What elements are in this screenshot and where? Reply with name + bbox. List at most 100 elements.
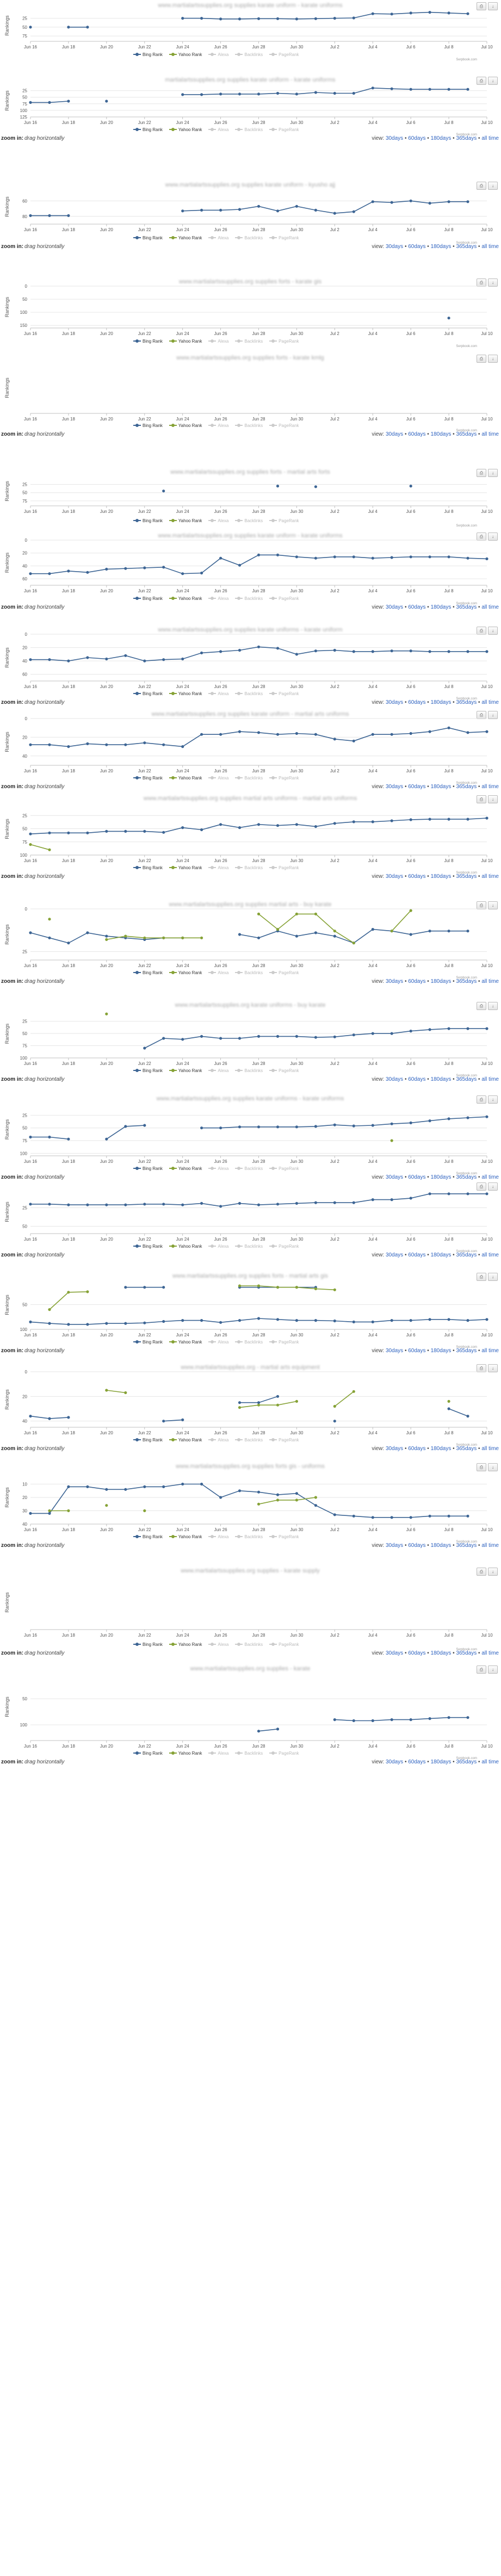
- view-range-link[interactable]: 365days: [456, 1076, 477, 1082]
- data-point[interactable]: [200, 733, 203, 736]
- data-point[interactable]: [48, 1512, 51, 1515]
- data-point[interactable]: [428, 930, 431, 933]
- data-point[interactable]: [314, 91, 318, 94]
- download-icon[interactable]: ↓: [488, 711, 498, 719]
- data-point[interactable]: [29, 1320, 32, 1323]
- view-range-link[interactable]: 180days: [430, 1076, 451, 1082]
- data-point[interactable]: [314, 733, 318, 736]
- data-point[interactable]: [238, 1125, 242, 1129]
- data-point[interactable]: [219, 556, 222, 560]
- data-point[interactable]: [390, 733, 393, 736]
- data-point[interactable]: [276, 553, 280, 556]
- data-point[interactable]: [295, 555, 299, 559]
- data-point[interactable]: [371, 820, 374, 823]
- download-icon[interactable]: ↓: [488, 1665, 498, 1674]
- data-point[interactable]: [466, 1514, 469, 1518]
- data-point[interactable]: [257, 1490, 261, 1494]
- data-point[interactable]: [257, 645, 261, 648]
- view-range-link[interactable]: 30days: [385, 699, 404, 705]
- data-point[interactable]: [295, 653, 299, 656]
- data-point[interactable]: [276, 1498, 280, 1502]
- view-range-link[interactable]: 60days: [408, 1348, 426, 1354]
- data-point[interactable]: [257, 731, 261, 734]
- legend-item[interactable]: PageRank: [269, 52, 299, 57]
- data-point[interactable]: [219, 17, 222, 21]
- data-point[interactable]: [200, 1126, 203, 1130]
- data-point[interactable]: [390, 649, 393, 653]
- legend-item[interactable]: Backlinks: [235, 1244, 263, 1249]
- data-point[interactable]: [409, 88, 412, 91]
- data-point[interactable]: [67, 26, 70, 29]
- view-range-link[interactable]: 60days: [408, 1174, 426, 1180]
- data-point[interactable]: [276, 824, 280, 827]
- data-point[interactable]: [238, 1202, 242, 1205]
- legend-item[interactable]: PageRank: [269, 691, 299, 696]
- data-point[interactable]: [67, 659, 70, 662]
- data-point[interactable]: [447, 1117, 450, 1120]
- data-point[interactable]: [257, 92, 261, 96]
- data-point[interactable]: [352, 210, 355, 213]
- legend-item[interactable]: Backlinks: [235, 127, 263, 132]
- data-point[interactable]: [314, 208, 318, 212]
- legend-item[interactable]: Backlinks: [235, 970, 263, 975]
- legend-item[interactable]: Backlinks: [235, 1534, 263, 1539]
- legend-item[interactable]: Backlinks: [235, 52, 263, 57]
- view-range-link[interactable]: 30days: [385, 1252, 404, 1258]
- data-point[interactable]: [67, 1509, 70, 1513]
- data-point[interactable]: [105, 1137, 108, 1141]
- data-point[interactable]: [105, 934, 108, 938]
- view-range-link[interactable]: 365days: [456, 135, 477, 141]
- data-point[interactable]: [447, 555, 450, 559]
- data-point[interactable]: [295, 1319, 299, 1322]
- view-range-link[interactable]: 30days: [385, 1759, 404, 1765]
- view-range-link[interactable]: 30days: [385, 1348, 404, 1354]
- download-icon[interactable]: ↓: [488, 1002, 498, 1010]
- data-point[interactable]: [409, 732, 412, 735]
- legend-item[interactable]: Alexa: [208, 865, 228, 870]
- view-range-link[interactable]: 30days: [385, 1650, 404, 1656]
- data-point[interactable]: [485, 1192, 488, 1196]
- data-point[interactable]: [447, 726, 450, 729]
- data-point[interactable]: [352, 1201, 355, 1204]
- data-point[interactable]: [352, 91, 355, 95]
- legend-item[interactable]: Yahoo Rank: [169, 1244, 202, 1249]
- data-point[interactable]: [352, 1033, 355, 1037]
- data-point[interactable]: [447, 818, 450, 821]
- view-range-link[interactable]: 30days: [385, 784, 404, 790]
- data-point[interactable]: [143, 1046, 146, 1050]
- legend-item[interactable]: Yahoo Rank: [169, 1340, 202, 1345]
- legend-item[interactable]: Bing Rank: [133, 865, 163, 870]
- legend-item[interactable]: Alexa: [208, 596, 228, 601]
- data-point[interactable]: [238, 564, 242, 567]
- data-point[interactable]: [390, 1198, 393, 1202]
- data-point[interactable]: [219, 1321, 222, 1324]
- data-point[interactable]: [390, 1319, 393, 1322]
- download-icon[interactable]: ↓: [488, 795, 498, 803]
- view-range-link[interactable]: 365days: [456, 874, 477, 880]
- data-point[interactable]: [295, 17, 299, 21]
- data-point[interactable]: [485, 557, 488, 560]
- legend-item[interactable]: Backlinks: [235, 691, 263, 696]
- legend-item[interactable]: Bing Rank: [133, 970, 163, 975]
- legend-item[interactable]: Backlinks: [235, 776, 263, 781]
- data-point[interactable]: [105, 1203, 108, 1206]
- data-point[interactable]: [200, 571, 203, 575]
- download-icon[interactable]: ↓: [488, 1182, 498, 1191]
- legend-item[interactable]: PageRank: [269, 1166, 299, 1171]
- view-range-link[interactable]: 365days: [456, 979, 477, 984]
- data-point[interactable]: [276, 1395, 280, 1398]
- legend-item[interactable]: Alexa: [208, 1166, 228, 1171]
- data-point[interactable]: [48, 214, 51, 217]
- legend-item[interactable]: PageRank: [269, 1534, 299, 1539]
- legend-item[interactable]: Bing Rank: [133, 518, 163, 523]
- data-point[interactable]: [333, 822, 336, 825]
- data-point[interactable]: [333, 934, 336, 938]
- data-point[interactable]: [447, 1400, 450, 1403]
- data-point[interactable]: [371, 556, 374, 560]
- data-point[interactable]: [200, 651, 203, 654]
- view-range-link[interactable]: 365days: [456, 604, 477, 610]
- view-range-link[interactable]: 365days: [456, 1446, 477, 1452]
- data-point[interactable]: [447, 200, 450, 203]
- legend-item[interactable]: Yahoo Rank: [169, 236, 202, 240]
- data-point[interactable]: [105, 657, 108, 661]
